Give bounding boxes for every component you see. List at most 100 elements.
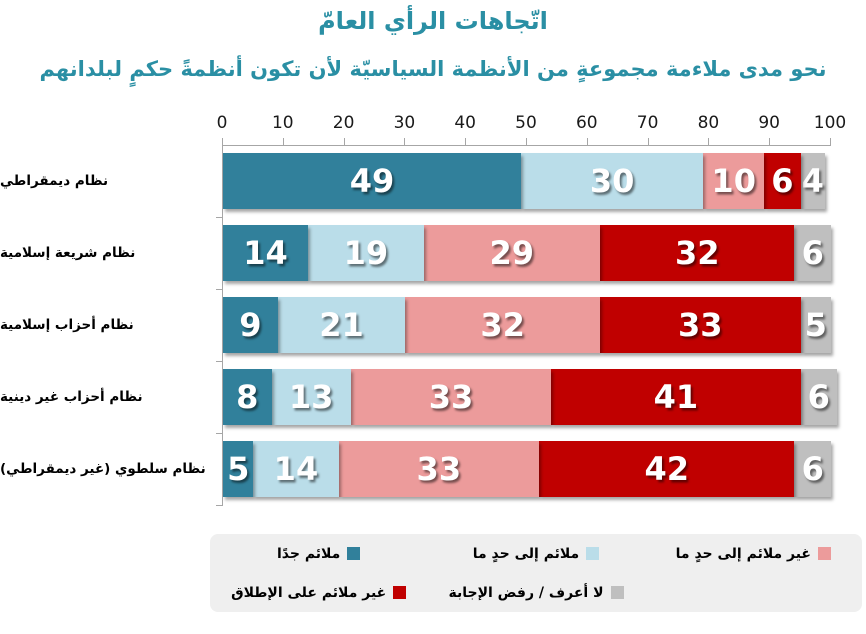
x-axis-tick-label: 0 [216, 113, 228, 133]
y-axis-tick-mark [216, 289, 223, 290]
category-label: نظام شريعة إسلامية [0, 245, 136, 261]
chart-subtitle: نحو مدى ملاءمة مجموعةٍ من الأنظمة السياس… [39, 57, 827, 81]
bar-value-label: 30 [589, 162, 635, 200]
bar-value-label: 49 [349, 162, 395, 200]
bar-row: نظام أحزاب غير دينية 8 13 33 41 6 [0, 361, 866, 433]
legend-item: ملائم إلى حدٍ ما [427, 546, 644, 562]
legend-label: ملائم جدًا [276, 545, 341, 562]
bar-segment: 21 [277, 297, 406, 353]
bar-segment: 33 [599, 297, 801, 353]
bar-value-label: 4 [801, 162, 824, 200]
legend-swatch [347, 547, 361, 560]
bar-segment: 8 [223, 369, 272, 425]
bar-rows: نظام ديمقراطي 49 30 10 6 4 نظام شريعة إسلامية 1… [0, 145, 866, 505]
bar: 5 14 33 42 6 [223, 441, 831, 497]
bar-segment: 32 [405, 297, 600, 353]
legend-item: غير ملائم إلى حدٍ ما [645, 546, 862, 562]
bar-value-label: 32 [674, 234, 720, 272]
category-label: نظام سلطوي (غير ديمقراطي) [0, 461, 206, 477]
bar-row: نظام سلطوي (غير ديمقراطي) 5 14 33 42 6 [0, 433, 866, 505]
x-axis-tick-mark [465, 138, 467, 145]
legend-swatch [817, 547, 831, 560]
bar-value-label: 14 [243, 234, 288, 272]
bar: 14 19 29 32 6 [223, 225, 831, 281]
bar-value-label: 19 [343, 234, 389, 272]
x-axis-tick-mark [222, 138, 223, 145]
legend-label: غير ملائم على الإطلاق [231, 584, 387, 601]
bar-value-label: 33 [416, 450, 462, 488]
x-axis-tick-label: 50 [515, 113, 537, 133]
bar-value-label: 33 [677, 306, 723, 344]
chart-title: اتّجاهات الرأي العامّ [318, 7, 548, 35]
bar-value-label: 33 [428, 378, 474, 416]
category-label: نظام ديمقراطي [0, 173, 109, 189]
x-axis-tick-mark [647, 138, 649, 145]
bar-segment: 4 [800, 153, 825, 209]
x-axis-tick-mark [830, 138, 831, 145]
bar-value-label: 5 [227, 450, 250, 488]
bar-row: نظام أحزاب إسلامية 9 21 32 33 5 [0, 289, 866, 361]
bar-segment: 5 [800, 297, 831, 353]
bar-segment: 14 [253, 441, 339, 497]
bar-segment: 29 [423, 225, 600, 281]
x-axis-tick-mark [404, 138, 406, 145]
bar: 9 21 32 33 5 [223, 297, 831, 353]
x-axis-tick-label: 30 [393, 113, 416, 133]
legend-label: لا أعرف / رفض الإجابة [448, 584, 604, 601]
bar-segment: 6 [794, 225, 831, 281]
category-label: نظام أحزاب غير دينية [0, 389, 143, 405]
bar-row: نظام ديمقراطي 49 30 10 6 4 [0, 145, 866, 217]
legend-label: ملائم إلى حدٍ ما [472, 545, 580, 562]
bar-segment: 49 [223, 153, 521, 209]
bar-value-label: 5 [804, 306, 827, 344]
bar-value-label: 32 [480, 306, 525, 344]
bar-segment: 41 [551, 369, 801, 425]
bar-segment: 10 [703, 153, 765, 209]
x-axis-tick-label: 40 [454, 113, 477, 133]
bar-segment: 5 [223, 441, 254, 497]
category-label: نظام أحزاب إسلامية [0, 317, 134, 333]
legend-swatch [586, 547, 600, 560]
x-axis-tick-label: 80 [697, 113, 720, 133]
x-axis-tick-label: 70 [636, 113, 659, 133]
y-axis-tick-mark [216, 505, 223, 506]
bar-value-label: 10 [711, 162, 756, 200]
bar-segment: 6 [764, 153, 801, 209]
bar-value-label: 6 [771, 162, 794, 200]
x-axis-tick-mark [526, 138, 527, 145]
x-axis-tick-label: 100 [813, 113, 847, 133]
x-axis-tick-mark [769, 138, 771, 145]
legend: ملائم جدًا ملائم إلى حدٍ ما غير ملائم إلى … [210, 534, 862, 612]
bar-value-label: 9 [239, 306, 262, 344]
bar-value-label: 13 [288, 378, 334, 416]
bar-segment: 42 [539, 441, 795, 497]
bar-segment: 33 [350, 369, 552, 425]
bar-value-label: 29 [489, 234, 535, 272]
y-axis-tick-mark [216, 361, 223, 362]
x-axis-tick-label: 90 [758, 113, 781, 133]
legend-swatch [610, 586, 624, 599]
bar-segment: 33 [338, 441, 540, 497]
bar-segment: 9 [223, 297, 278, 353]
bar: 8 13 33 41 6 [223, 369, 838, 425]
legend-item: لا أعرف / رفض الإجابة [427, 585, 644, 601]
bar-value-label: 42 [644, 450, 690, 488]
x-axis-tick-label: 60 [575, 113, 598, 133]
bar-segment: 6 [800, 369, 838, 425]
bar-segment: 13 [271, 369, 351, 425]
x-axis-tick-mark [708, 138, 710, 145]
bar-segment: 30 [520, 153, 704, 209]
bar: 49 30 10 6 4 [223, 153, 825, 209]
bar-value-label: 6 [801, 450, 824, 488]
bar-value-label: 6 [801, 234, 824, 272]
legend-swatch [393, 586, 407, 599]
y-axis-tick-mark [216, 433, 223, 434]
x-axis-tick-label: 10 [271, 113, 294, 133]
bar-row: نظام شريعة إسلامية 14 19 29 32 6 [0, 217, 866, 289]
y-axis-line [222, 145, 223, 506]
bar-value-label: 6 [807, 378, 830, 416]
bar-value-label: 41 [653, 378, 699, 416]
legend-item: ملائم جدًا [210, 546, 427, 562]
